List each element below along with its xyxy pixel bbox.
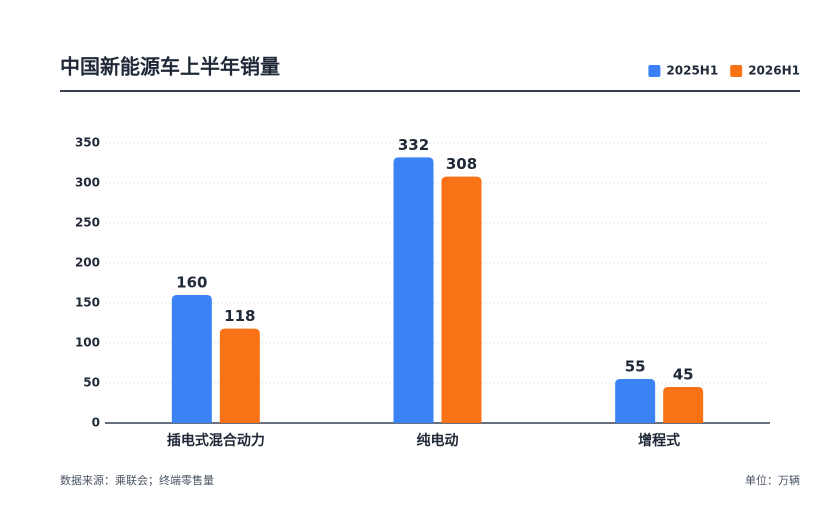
- x-tick-label: 纯电动: [417, 432, 459, 449]
- chart-title: 中国新能源车上半年销量: [60, 55, 280, 79]
- value-label: 160: [176, 274, 207, 292]
- y-tick-label: 50: [83, 376, 100, 390]
- y-tick-label: 0: [92, 416, 100, 430]
- value-label: 118: [224, 307, 255, 325]
- y-tick-label: 100: [75, 336, 100, 350]
- legend-label: 2026H1: [748, 64, 800, 78]
- x-tick-label: 插电式混合动力: [167, 432, 265, 449]
- y-tick-label: 150: [75, 296, 100, 310]
- value-label: 332: [398, 136, 429, 154]
- bar: [219, 328, 260, 423]
- value-label: 55: [625, 358, 646, 376]
- bar: [663, 387, 704, 423]
- value-label: 45: [673, 366, 694, 384]
- source-note: 数据来源：乘联会；终端零售量: [60, 473, 214, 487]
- bar: [441, 176, 482, 423]
- legend-label: 2025H1: [666, 64, 718, 78]
- bar: [615, 379, 656, 423]
- y-tick-label: 200: [75, 256, 100, 270]
- value-label: 308: [446, 155, 477, 173]
- y-tick-label: 350: [75, 136, 100, 150]
- bar: [171, 295, 212, 423]
- bar: [393, 157, 434, 423]
- y-tick-label: 300: [75, 176, 100, 190]
- x-tick-label: 增程式: [638, 432, 680, 449]
- legend-swatch: [730, 65, 743, 77]
- unit-note: 单位：万辆: [745, 473, 800, 487]
- legend-swatch: [648, 65, 661, 77]
- y-tick-label: 250: [75, 216, 100, 230]
